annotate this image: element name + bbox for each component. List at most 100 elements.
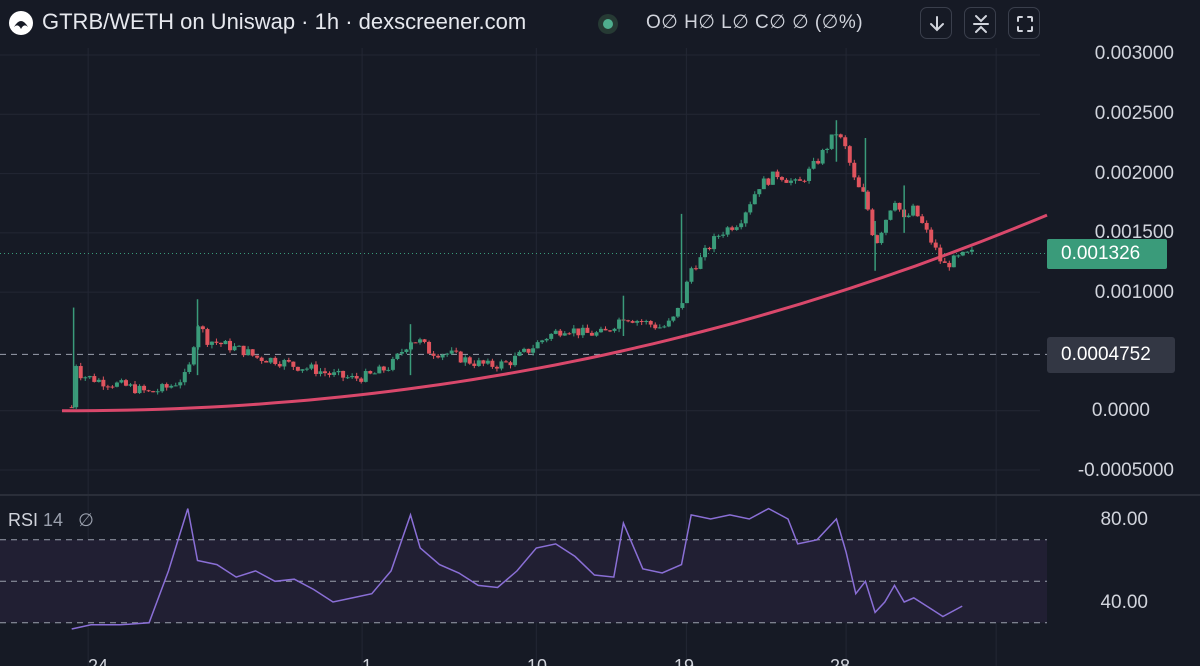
price-axis-label: 0.002500 [1094,103,1174,124]
candle-body [820,149,825,164]
candle-body [449,350,454,354]
candle-body [83,377,88,379]
candle-body [78,366,83,379]
rsi-value: ∅ [78,510,94,530]
candle-body [675,307,680,317]
candle-body [594,332,599,336]
candle-body [92,376,97,382]
candle-body [454,350,459,352]
candle-body [133,384,138,394]
candle-body [490,360,495,367]
candle-body [255,355,260,358]
candle-body [119,380,124,383]
candle-body [427,341,432,354]
candle-body [698,257,703,269]
candle-body [508,362,513,366]
rsi-line [71,507,963,630]
candle-body [494,366,499,369]
price-axis-label: -0.0005000 [1077,460,1174,481]
candle-body [151,391,156,393]
candle-body [499,361,504,369]
candle-body [612,328,617,331]
collapse-button[interactable] [964,7,996,39]
candle-body [74,366,79,408]
candle-body [178,382,183,386]
candle-body [286,360,291,362]
candle-body [752,194,757,205]
candle-body [770,171,775,185]
candle-body [671,316,676,321]
candle-body [920,216,925,223]
ohlc-readout: O∅ H∅ L∅ C∅ ∅ (∅%) [646,12,864,33]
candle-body [635,320,640,323]
price-axis-label: 0.003000 [1094,43,1174,64]
candle-body [707,247,712,250]
candle-body [436,355,441,358]
candle-body [517,351,522,356]
candle-body [585,327,590,333]
candle-body [666,320,671,327]
candle-body [788,180,793,183]
rsi-axis-label: 80.00 [1100,509,1148,530]
candle-body [110,386,115,388]
candle-body [743,212,748,224]
candle-body [377,366,382,374]
candle-body [476,360,481,366]
candle-body [142,385,147,391]
candle-body [503,361,508,363]
download-button[interactable] [920,7,952,39]
candle-body [359,378,364,382]
candle-body [811,160,816,169]
candle-body [951,255,956,268]
candle-body [657,327,662,329]
candle-body [888,210,893,220]
candle-body [779,177,784,180]
candle-body [472,363,477,366]
candle-body [69,407,74,409]
candle-body [617,319,622,329]
candle-body [341,370,346,378]
candle-body [241,345,246,356]
candle-body [137,385,142,394]
candle-body [558,330,563,336]
candle-body [893,202,898,211]
candle-body [716,235,721,237]
candle-body [295,366,300,371]
candle-body [422,339,427,342]
candle-body [101,379,106,387]
candle-body [684,281,689,304]
candle-body [608,330,613,332]
candle-body [535,342,540,349]
candle-body [182,372,187,383]
candle-body [214,341,219,343]
candle-body [775,171,780,178]
candle-body [413,342,418,344]
candle-body [404,349,409,352]
candle-body [259,357,264,361]
candle-body [748,204,753,213]
candle-body [209,341,214,345]
candle-body [395,353,400,359]
candle-body [947,262,952,268]
candle-body [273,357,278,364]
candle-body [445,353,450,355]
candle-body [246,349,251,356]
candle-body [712,236,717,250]
candle-body [481,360,486,364]
candle-body [304,368,309,370]
rsi-name: RSI [8,510,39,530]
x-axis-tick: 24 [88,656,109,666]
fullscreen-button[interactable] [1008,7,1040,39]
candle-body [793,179,798,181]
last-price-tag: 0.001326 [1047,239,1167,269]
candle-body [223,340,228,345]
dexscreener-logo-icon [9,11,33,35]
candle-body [146,390,151,392]
candle-body [965,251,970,253]
candle-body [942,261,947,263]
price-axis-label: 0.001500 [1094,222,1174,243]
candle-body [191,347,196,365]
rsi-indicator-label[interactable]: RSI 14 ∅ [8,510,94,531]
horizontal-line-price-tag[interactable]: 0.0004752 [1047,337,1175,373]
